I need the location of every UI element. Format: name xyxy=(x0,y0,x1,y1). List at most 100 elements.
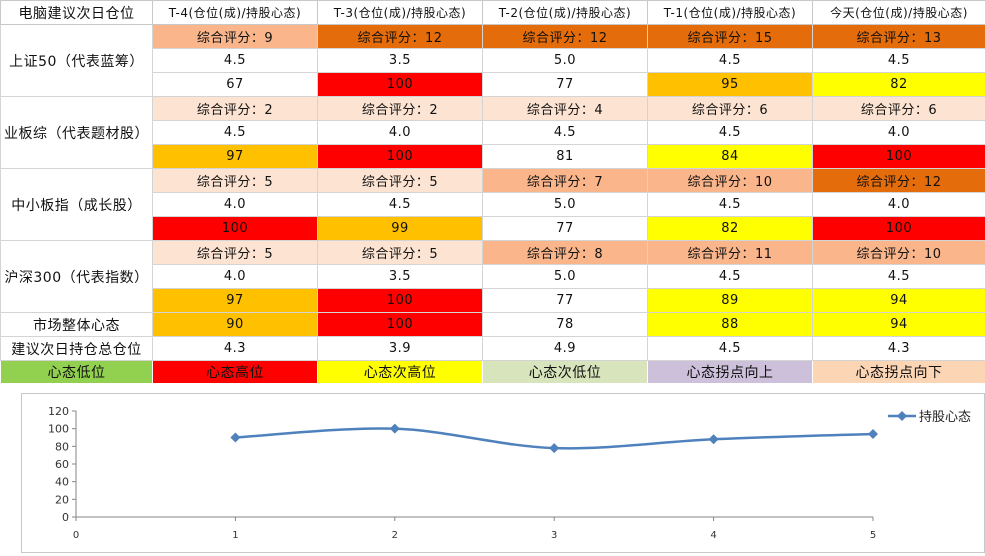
mood-cell[interactable]: 99 xyxy=(318,217,483,241)
mood-cell[interactable]: 81 xyxy=(483,145,648,169)
total-cell[interactable]: 4.3 xyxy=(813,337,985,361)
data-point-marker xyxy=(868,429,878,439)
header-cell[interactable]: T-4(仓位(成)/持股心态) xyxy=(153,1,318,25)
header-cell[interactable]: 电脑建议次日仓位 xyxy=(1,1,153,25)
position-cell[interactable]: 5.0 xyxy=(483,49,648,73)
mood-cell[interactable]: 100 xyxy=(813,145,985,169)
position-cell[interactable]: 4.0 xyxy=(813,121,985,145)
legend-low[interactable]: 心态低位 xyxy=(1,361,153,384)
mood-cell[interactable]: 97 xyxy=(153,145,318,169)
position-cell[interactable]: 5.0 xyxy=(483,265,648,289)
header-cell[interactable]: 今天(仓位(成)/持股心态) xyxy=(813,1,985,25)
market-label[interactable]: 市场整体心态 xyxy=(1,313,153,337)
position-cell[interactable]: 4.0 xyxy=(153,193,318,217)
market-cell[interactable]: 100 xyxy=(318,313,483,337)
score-cell[interactable]: 综合评分：2 xyxy=(153,97,318,121)
y-tick-label: 40 xyxy=(55,476,69,489)
score-cell[interactable]: 综合评分：10 xyxy=(648,169,813,193)
score-cell[interactable]: 综合评分：6 xyxy=(648,97,813,121)
score-cell[interactable]: 综合评分：12 xyxy=(483,25,648,49)
position-cell[interactable]: 4.5 xyxy=(153,49,318,73)
position-cell[interactable]: 4.5 xyxy=(813,49,985,73)
total-label[interactable]: 建议次日持仓总仓位 xyxy=(1,337,153,361)
score-cell[interactable]: 综合评分：5 xyxy=(318,241,483,265)
group-label[interactable]: 业板综（代表题材股） xyxy=(1,97,153,169)
position-cell[interactable]: 4.5 xyxy=(153,121,318,145)
score-cell[interactable]: 综合评分：6 xyxy=(813,97,985,121)
x-tick-label: 4 xyxy=(710,530,716,541)
group-label[interactable]: 上证50（代表蓝筹） xyxy=(1,25,153,97)
legend-second-high[interactable]: 心态次高位 xyxy=(318,361,483,384)
position-cell[interactable]: 4.0 xyxy=(318,121,483,145)
y-tick-label: 100 xyxy=(48,423,69,436)
mood-cell[interactable]: 77 xyxy=(483,217,648,241)
score-cell[interactable]: 综合评分：8 xyxy=(483,241,648,265)
score-cell[interactable]: 综合评分：9 xyxy=(153,25,318,49)
legend-high[interactable]: 心态高位 xyxy=(153,361,318,384)
header-cell[interactable]: T-3(仓位(成)/持股心态) xyxy=(318,1,483,25)
position-cell[interactable]: 4.5 xyxy=(648,193,813,217)
group-label[interactable]: 中小板指（成长股） xyxy=(1,169,153,241)
mood-cell[interactable]: 67 xyxy=(153,73,318,97)
legend-label: 持股心态 xyxy=(919,410,971,425)
mood-cell[interactable]: 82 xyxy=(648,217,813,241)
market-cell[interactable]: 90 xyxy=(153,313,318,337)
total-cell[interactable]: 4.9 xyxy=(483,337,648,361)
mood-cell[interactable]: 82 xyxy=(813,73,985,97)
score-cell[interactable]: 综合评分：5 xyxy=(153,169,318,193)
position-cell[interactable]: 4.0 xyxy=(153,265,318,289)
score-cell[interactable]: 综合评分：2 xyxy=(318,97,483,121)
y-tick-label: 80 xyxy=(55,440,69,453)
position-cell[interactable]: 3.5 xyxy=(318,265,483,289)
mood-cell[interactable]: 84 xyxy=(648,145,813,169)
header-cell[interactable]: T-2(仓位(成)/持股心态) xyxy=(483,1,648,25)
position-cell[interactable]: 4.5 xyxy=(648,121,813,145)
group-label[interactable]: 沪深300（代表指数） xyxy=(1,241,153,313)
position-cell[interactable]: 5.0 xyxy=(483,193,648,217)
market-cell[interactable]: 88 xyxy=(648,313,813,337)
position-cell[interactable]: 4.0 xyxy=(813,193,985,217)
position-cell[interactable]: 4.5 xyxy=(648,49,813,73)
market-cell[interactable]: 78 xyxy=(483,313,648,337)
market-row: 市场整体心态 90 100 78 88 94 xyxy=(1,313,985,337)
position-cell[interactable]: 4.5 xyxy=(318,193,483,217)
mood-cell[interactable]: 100 xyxy=(153,217,318,241)
mood-cell[interactable]: 95 xyxy=(648,73,813,97)
mood-cell[interactable]: 100 xyxy=(318,145,483,169)
position-cell[interactable]: 4.5 xyxy=(483,121,648,145)
total-cell[interactable]: 4.5 xyxy=(648,337,813,361)
mood-cell[interactable]: 100 xyxy=(318,289,483,313)
market-cell[interactable]: 94 xyxy=(813,313,985,337)
score-cell[interactable]: 综合评分：13 xyxy=(813,25,985,49)
y-tick-label: 120 xyxy=(48,405,69,418)
legend-turn-up[interactable]: 心态拐点向上 xyxy=(648,361,813,384)
total-row: 建议次日持仓总仓位 4.3 3.9 4.9 4.5 4.3 xyxy=(1,337,985,361)
score-cell[interactable]: 综合评分：5 xyxy=(153,241,318,265)
legend-turn-down[interactable]: 心态拐点向下 xyxy=(813,361,985,384)
mood-cell[interactable]: 100 xyxy=(318,73,483,97)
mood-cell[interactable]: 77 xyxy=(483,289,648,313)
x-tick-label: 2 xyxy=(392,530,398,541)
score-cell[interactable]: 综合评分：12 xyxy=(318,25,483,49)
mood-cell[interactable]: 77 xyxy=(483,73,648,97)
total-cell[interactable]: 4.3 xyxy=(153,337,318,361)
mood-cell[interactable]: 94 xyxy=(813,289,985,313)
total-cell[interactable]: 3.9 xyxy=(318,337,483,361)
score-cell[interactable]: 综合评分：7 xyxy=(483,169,648,193)
mood-cell[interactable]: 97 xyxy=(153,289,318,313)
header-cell[interactable]: T-1(仓位(成)/持股心态) xyxy=(648,1,813,25)
score-cell[interactable]: 综合评分：11 xyxy=(648,241,813,265)
legend-second-low[interactable]: 心态次低位 xyxy=(483,361,648,384)
position-cell[interactable]: 4.5 xyxy=(813,265,985,289)
score-cell[interactable]: 综合评分：5 xyxy=(318,169,483,193)
score-cell[interactable]: 综合评分：12 xyxy=(813,169,985,193)
position-cell[interactable]: 4.5 xyxy=(648,265,813,289)
score-cell[interactable]: 综合评分：15 xyxy=(648,25,813,49)
y-tick-label: 0 xyxy=(62,511,69,524)
position-cell[interactable]: 3.5 xyxy=(318,49,483,73)
score-cell[interactable]: 综合评分：4 xyxy=(483,97,648,121)
mood-cell[interactable]: 100 xyxy=(813,217,985,241)
score-cell[interactable]: 综合评分：10 xyxy=(813,241,985,265)
mood-cell[interactable]: 89 xyxy=(648,289,813,313)
